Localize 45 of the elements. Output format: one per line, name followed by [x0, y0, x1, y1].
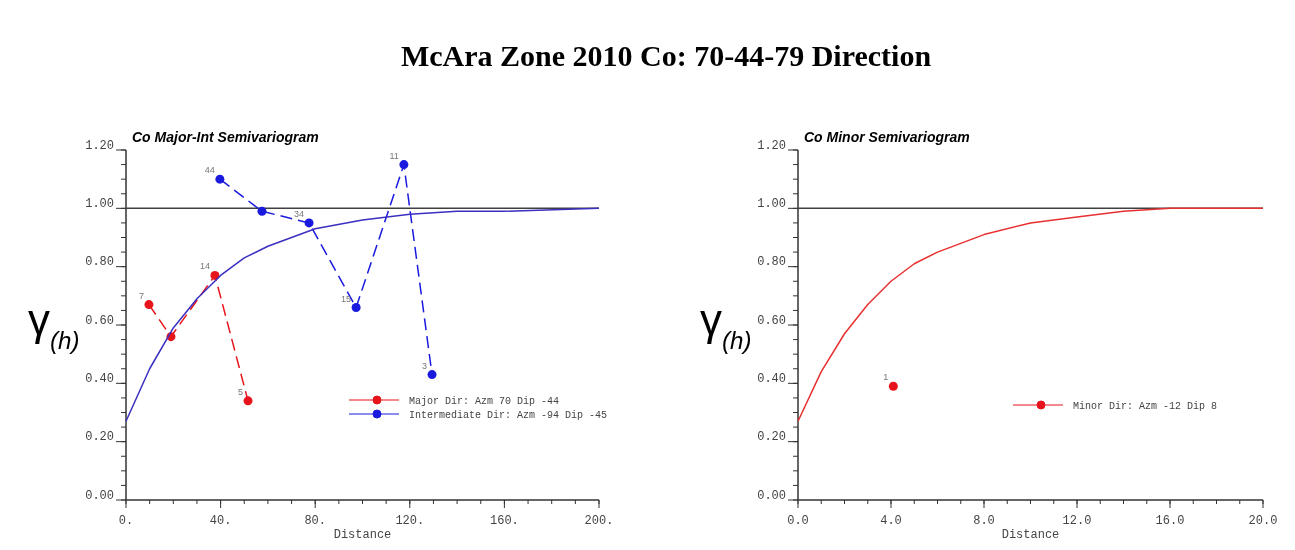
x-tick-label: 16.0	[1155, 514, 1185, 528]
x-axis-title: Distance	[1001, 528, 1060, 542]
y-tick-label: 0.00	[757, 488, 786, 503]
annotation: 3	[422, 360, 428, 371]
legend-label: Major Dir: Azm 70 Dip -44	[409, 396, 560, 407]
chart-title: Co Minor Semivariogram	[804, 129, 970, 145]
y-tick-label: 1.20	[757, 138, 786, 153]
chart-subtitle: Co Major-Int Semivariogram	[132, 129, 319, 145]
y-tick-label: 1.00	[757, 197, 786, 212]
annotation: 5	[238, 386, 244, 397]
annotation: 1	[883, 372, 889, 383]
x-axis-title: Distance	[333, 528, 392, 542]
annotation: 14	[199, 261, 210, 272]
y-tick-label: 1.00	[85, 197, 114, 212]
annotation: 15	[341, 293, 352, 304]
x-tick-label: 160.	[489, 514, 519, 528]
x-tick-label: 4.0	[880, 514, 902, 528]
x-tick-label: 12.0	[1062, 514, 1092, 528]
text: McAra Zone 2010 Co: 70-44-79 Direction	[400, 39, 932, 72]
x-tick-label: 80.	[304, 514, 326, 528]
y-axis-title: γ$_{(h)}$	[700, 295, 752, 354]
x-tick-label: 0.0	[787, 514, 809, 528]
annotation: 11	[389, 150, 399, 161]
annotation: 7	[138, 290, 144, 301]
x-tick-label: 0.	[118, 514, 134, 528]
y-tick-label: 0.00	[85, 488, 114, 503]
y-tick-label: 1.20	[85, 138, 114, 153]
y-tick-label: 0.40	[757, 372, 786, 387]
y-tick-label: 0.80	[757, 255, 786, 270]
annotation: 44	[204, 165, 215, 176]
y-tick-label: 0.60	[85, 313, 114, 328]
x-tick-label: 8.0	[973, 514, 995, 528]
x-tick-label: 20.0	[1248, 514, 1278, 528]
annotation: 34	[294, 208, 305, 219]
legend-label: Intermediate Dir: Azm -94 Dip -45	[409, 410, 608, 421]
x-tick-label: 120.	[395, 514, 425, 528]
y-tick-label: 0.40	[85, 372, 114, 387]
y-axis-title: γ$_{(h)}$	[28, 295, 80, 354]
legend-label: Minor Dir: Azm -12 Dip 8	[1073, 401, 1218, 412]
y-tick-label: 0.80	[85, 255, 114, 270]
x-tick-label: 40.	[209, 514, 232, 528]
x-tick-label: 200.	[584, 514, 614, 528]
y-tick-label: 0.20	[757, 430, 786, 445]
y-tick-label: 0.60	[757, 313, 786, 328]
y-tick-label: 0.20	[85, 430, 114, 445]
